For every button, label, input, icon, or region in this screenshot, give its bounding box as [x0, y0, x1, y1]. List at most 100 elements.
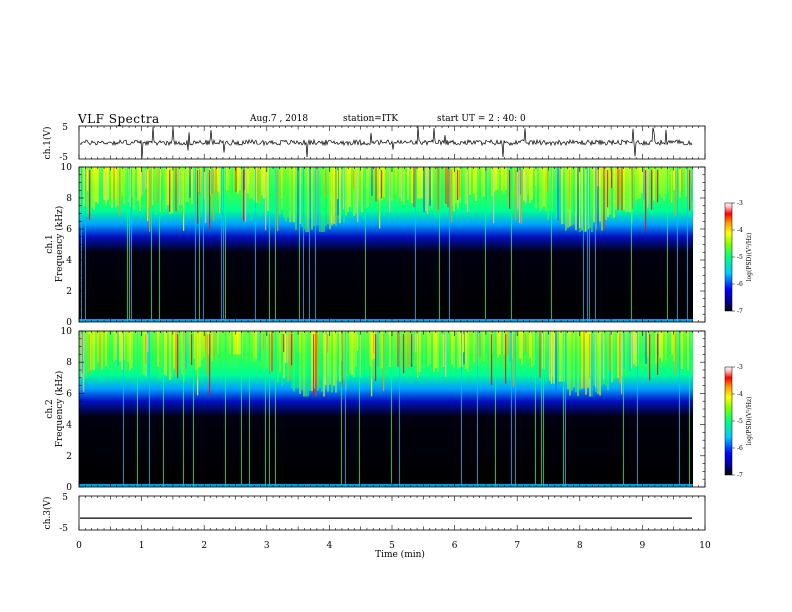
spectrogram-column — [519, 331, 521, 359]
spectrogram-hot-column — [403, 334, 405, 374]
spectrogram-column — [611, 167, 613, 219]
spectrogram-column — [371, 167, 373, 196]
spectrogram-hot-column — [595, 334, 597, 388]
ch2-colorbar-label: log(PSD)(V²/Hz) — [746, 397, 753, 446]
spectrogram-hot-column — [671, 170, 673, 203]
spectrogram-column — [493, 331, 495, 357]
spectrogram-hot-column — [549, 334, 551, 381]
spectrogram-column — [457, 331, 459, 369]
spectrogram-column — [191, 167, 193, 204]
spectrogram-column — [245, 331, 247, 361]
spectrogram-sferic — [203, 167, 204, 322]
spectrogram-column — [217, 331, 219, 355]
spectrogram-column — [497, 167, 499, 191]
spectrogram-column — [231, 331, 233, 357]
spectrogram-column — [543, 167, 545, 207]
spectrogram-hot-column — [313, 334, 315, 396]
spectrogram-column — [485, 331, 487, 355]
spectrogram-column — [255, 331, 257, 360]
spectrogram-hot-column — [147, 170, 149, 222]
spectrogram-column — [151, 331, 153, 367]
ch1-colorbar-ticks: -3 -4 -5 -6 -7 — [732, 200, 743, 315]
spectrogram-column — [103, 331, 105, 362]
spectrogram-column — [439, 331, 441, 370]
spectrogram-column — [625, 331, 627, 377]
spectrogram-hot-column — [145, 334, 147, 364]
y-tick-label: 4 — [66, 421, 72, 431]
spectrogram-hot-column — [437, 170, 439, 212]
y-tick-label: 10 — [61, 163, 73, 173]
spectrogram-column — [683, 167, 685, 198]
spectrogram-hot-column — [375, 334, 377, 382]
spectrogram-column — [421, 331, 423, 366]
spectrogram-column — [351, 331, 353, 376]
spectrogram-hot-column — [207, 334, 209, 374]
spectrogram-column — [647, 331, 649, 357]
spectrogram-column — [339, 167, 341, 224]
spectrogram-hot-column — [675, 334, 677, 374]
spectrogram-column — [645, 331, 647, 364]
spectrogram-column — [433, 167, 435, 203]
spectrogram-column — [133, 167, 135, 210]
spectrogram-column — [523, 331, 525, 356]
spectrogram-hot-column — [89, 334, 91, 375]
spectrogram-sferic — [359, 331, 360, 487]
spectrogram-column — [587, 331, 589, 388]
spectrogram-column — [329, 331, 331, 385]
spectrogram-hot-column — [205, 334, 207, 351]
spectrogram-column — [241, 167, 243, 191]
spectrogram-sferic — [365, 167, 366, 322]
spectrogram-column — [133, 331, 135, 372]
spectrogram-column — [189, 331, 191, 361]
spectrogram-column — [261, 167, 263, 196]
spectrogram-hot-column — [675, 170, 677, 216]
spectrogram-sferic — [269, 331, 270, 487]
spectrogram-sferic — [543, 331, 544, 487]
spectrogram-hot-column — [383, 334, 385, 392]
spectrogram-hot-column — [597, 170, 599, 187]
spectrogram-column — [235, 331, 237, 355]
spectrogram-column — [397, 331, 399, 367]
spectrogram-hot-column — [657, 334, 659, 375]
ch3-ytick-top: 5 — [62, 493, 68, 503]
spectrogram-column — [409, 167, 411, 204]
spectrogram-column — [629, 167, 631, 213]
x-tick-label: 10 — [699, 541, 711, 551]
spectrogram-sferic — [151, 167, 152, 322]
spectrogram-column — [263, 331, 265, 371]
spectrogram-column — [405, 331, 407, 359]
spectrogram-sferic — [183, 331, 184, 487]
spectrogram-column — [313, 167, 315, 227]
spectrogram-column — [557, 331, 559, 382]
spectrogram-column — [175, 331, 177, 375]
spectrogram-column — [121, 331, 123, 370]
spectrogram-column — [435, 167, 437, 210]
spectrogram-column — [301, 167, 303, 228]
spectrogram-column — [305, 331, 307, 397]
spectrogram-column — [125, 167, 127, 206]
spectrogram-hot-column — [205, 170, 207, 224]
x-tick-label: 2 — [201, 541, 207, 551]
spectrogram-column — [291, 167, 293, 222]
spectrogram-column — [529, 331, 531, 358]
spectrogram-hot-column — [609, 334, 611, 371]
spectrogram-hot-column — [651, 170, 653, 210]
spectrogram-column — [395, 331, 397, 362]
spectrogram-hot-column — [517, 170, 519, 209]
spectrogram-hot-column — [325, 170, 327, 196]
spectrogram-column — [653, 331, 655, 362]
spectrogram-column — [351, 167, 353, 211]
spectrogram-column — [407, 167, 409, 200]
spectrogram-column — [669, 167, 671, 202]
spectrogram-column — [353, 331, 355, 378]
spectrogram-column — [601, 167, 603, 231]
spectrogram-column — [423, 331, 425, 367]
spectrogram-column — [273, 167, 275, 206]
spectrogram-sferic — [163, 331, 164, 487]
spectrogram-hot-column — [531, 334, 533, 368]
spectrogram-column — [471, 167, 473, 196]
spectrogram-column — [571, 167, 573, 226]
spectrogram-sferic — [485, 167, 486, 322]
spectrogram-hot-column — [263, 334, 265, 350]
ch2-spectrogram-yticks: 0 2 4 6 8 10 — [61, 327, 705, 493]
